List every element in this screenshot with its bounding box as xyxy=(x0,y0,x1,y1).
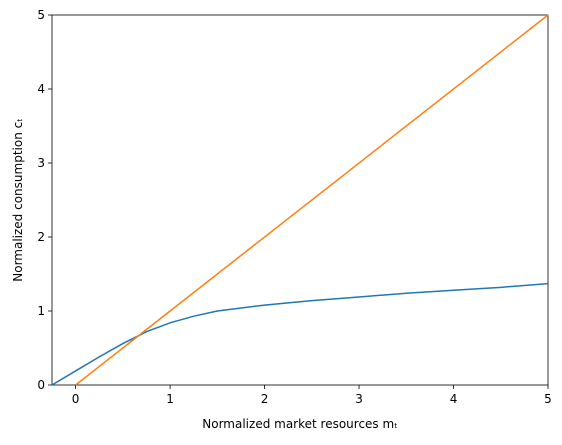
y-tick-label: 3 xyxy=(37,156,45,170)
y-tick-label: 2 xyxy=(37,230,45,244)
series-line xyxy=(51,282,549,386)
y-tick-label: 0 xyxy=(37,378,45,392)
x-tick-label: 3 xyxy=(355,392,363,406)
series-line xyxy=(75,14,549,386)
y-axis-label: Normalized consumption cₜ xyxy=(11,118,25,282)
x-tick-label: 5 xyxy=(544,392,552,406)
x-tick-label: 4 xyxy=(450,392,458,406)
y-tick-label: 5 xyxy=(37,8,45,22)
x-tick-label: 0 xyxy=(72,392,80,406)
y-tick-label: 1 xyxy=(37,304,45,318)
plot-frame xyxy=(51,14,549,386)
y-tick-label: 4 xyxy=(37,82,45,96)
x-tick-label: 1 xyxy=(166,392,174,406)
x-axis-label: Normalized market resources mₜ xyxy=(202,417,397,431)
x-tick-label: 2 xyxy=(261,392,269,406)
